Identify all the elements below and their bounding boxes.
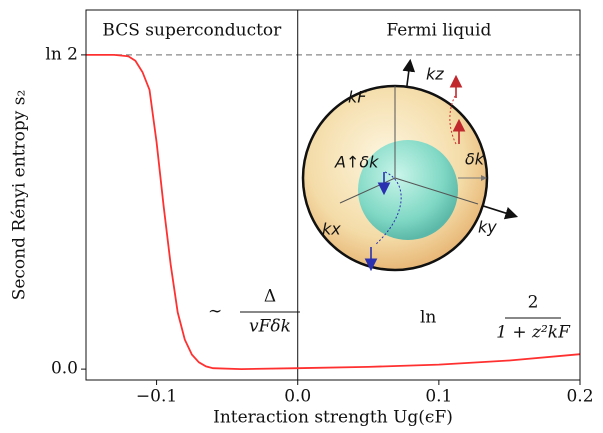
y-axis-label: Second Rényi entropy s₂ [10,90,30,301]
annotation-denominator: 1 + z²kF [496,323,571,343]
annotation-prefix: ∼ [208,302,222,322]
illustration-label: A↑δk [334,153,379,172]
annotation-denominator: vFδk [249,317,291,337]
plot-frame [85,9,581,381]
x-tick-label: 0.2 [566,387,593,407]
y-tick-label: ln 2 [45,44,78,64]
illustration-label: kx [322,220,341,239]
illustration-label: kF [348,88,367,107]
x-tick-label: −0.1 [136,387,177,407]
y-tick-label: 0.0 [51,359,78,379]
path-red [449,95,457,145]
region-label: BCS superconductor [102,21,282,41]
illustration-label: δk [465,150,485,169]
inner-sphere [358,140,458,240]
x-tick-label: 0.0 [284,387,311,407]
annotation-numerator: Δ [264,287,276,307]
x-tick-label: 0.1 [425,387,452,407]
illustration-label: ky [478,218,497,237]
data-line [86,54,581,371]
illustration-label: kz [426,65,444,84]
annotation-numerator: 2 [528,293,539,313]
axis-inner [339,177,396,204]
annotation-prefix: ln [420,308,436,328]
axis-inner [394,177,479,205]
x-axis-label: Interaction strength Ug(ϵF) [213,408,453,428]
region-label: Fermi liquid [386,21,491,41]
fermi-sphere-illustration: kz kF A↑δk δk kx ky [301,58,519,272]
